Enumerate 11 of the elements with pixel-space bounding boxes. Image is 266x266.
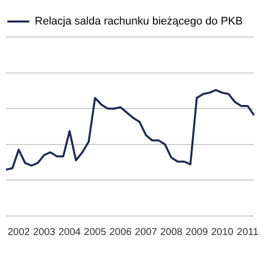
x-tick-label: 2002 <box>8 226 30 238</box>
legend-label: Relacja salda rachunku bieżącego do PKB <box>34 16 243 28</box>
x-tick-label: 2009 <box>186 226 208 238</box>
x-tick-label: 2007 <box>134 226 158 238</box>
x-tick-label: 2004 <box>58 226 82 238</box>
x-tick-label: 2003 <box>33 226 56 238</box>
x-tick-label: 2010 <box>211 226 234 238</box>
x-tick-label: 2005 <box>84 226 107 238</box>
x-tick-label: 2008 <box>160 226 183 238</box>
x-tick-label: 2006 <box>109 226 132 238</box>
x-tick-label: 2011 <box>236 226 259 238</box>
